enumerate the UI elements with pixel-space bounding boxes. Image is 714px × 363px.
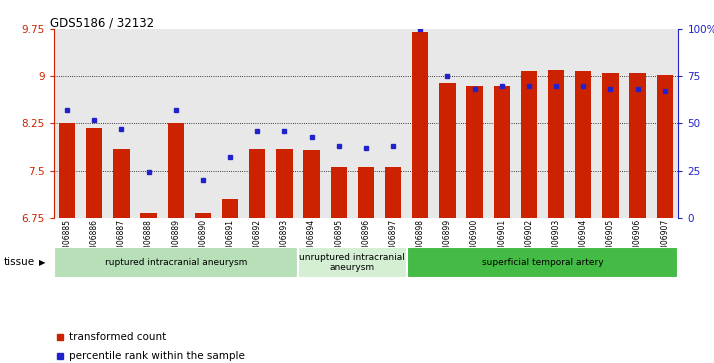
Bar — [516, 29, 543, 218]
Bar — [358, 167, 374, 218]
Bar — [243, 29, 271, 218]
Bar — [168, 123, 184, 218]
Bar — [216, 29, 243, 218]
Bar — [412, 32, 428, 218]
Bar — [439, 82, 456, 218]
Bar — [271, 29, 298, 218]
Bar — [81, 29, 108, 218]
Text: percentile rank within the sample: percentile rank within the sample — [69, 351, 245, 362]
Bar — [352, 29, 380, 218]
Bar — [493, 86, 510, 218]
Text: unruptured intracranial
aneurysm: unruptured intracranial aneurysm — [299, 253, 406, 272]
Text: transformed count: transformed count — [69, 332, 166, 342]
Bar — [624, 29, 651, 218]
Bar — [488, 29, 516, 218]
Bar — [222, 199, 238, 218]
Bar — [54, 247, 298, 278]
Bar — [298, 29, 325, 218]
Bar — [114, 148, 130, 218]
Bar — [325, 29, 352, 218]
Bar — [108, 29, 135, 218]
Bar — [135, 29, 162, 218]
Bar — [249, 148, 266, 218]
Bar — [434, 29, 461, 218]
Bar — [407, 247, 678, 278]
Text: ruptured intracranial aneurysm: ruptured intracranial aneurysm — [104, 258, 247, 267]
Bar — [602, 73, 618, 218]
Bar — [195, 213, 211, 218]
Bar — [597, 29, 624, 218]
Bar — [86, 128, 102, 218]
Bar — [570, 29, 597, 218]
Bar — [385, 167, 401, 218]
Bar — [59, 123, 75, 218]
Bar — [466, 86, 483, 218]
Bar — [407, 29, 434, 218]
Bar — [651, 29, 678, 218]
Bar — [543, 29, 570, 218]
Text: tissue: tissue — [4, 257, 35, 267]
Bar — [303, 151, 320, 218]
Bar — [141, 213, 157, 218]
Text: ▶: ▶ — [39, 258, 46, 266]
Text: superficial temporal artery: superficial temporal artery — [482, 258, 603, 267]
Bar — [521, 71, 537, 218]
Bar — [276, 148, 293, 218]
Bar — [548, 70, 564, 218]
Bar — [331, 167, 347, 218]
Bar — [298, 247, 407, 278]
Bar — [461, 29, 488, 218]
Text: GDS5186 / 32132: GDS5186 / 32132 — [51, 16, 154, 29]
Bar — [630, 73, 645, 218]
Bar — [575, 71, 591, 218]
Bar — [380, 29, 407, 218]
Bar — [162, 29, 189, 218]
Bar — [189, 29, 216, 218]
Bar — [657, 75, 673, 218]
Bar — [54, 29, 81, 218]
